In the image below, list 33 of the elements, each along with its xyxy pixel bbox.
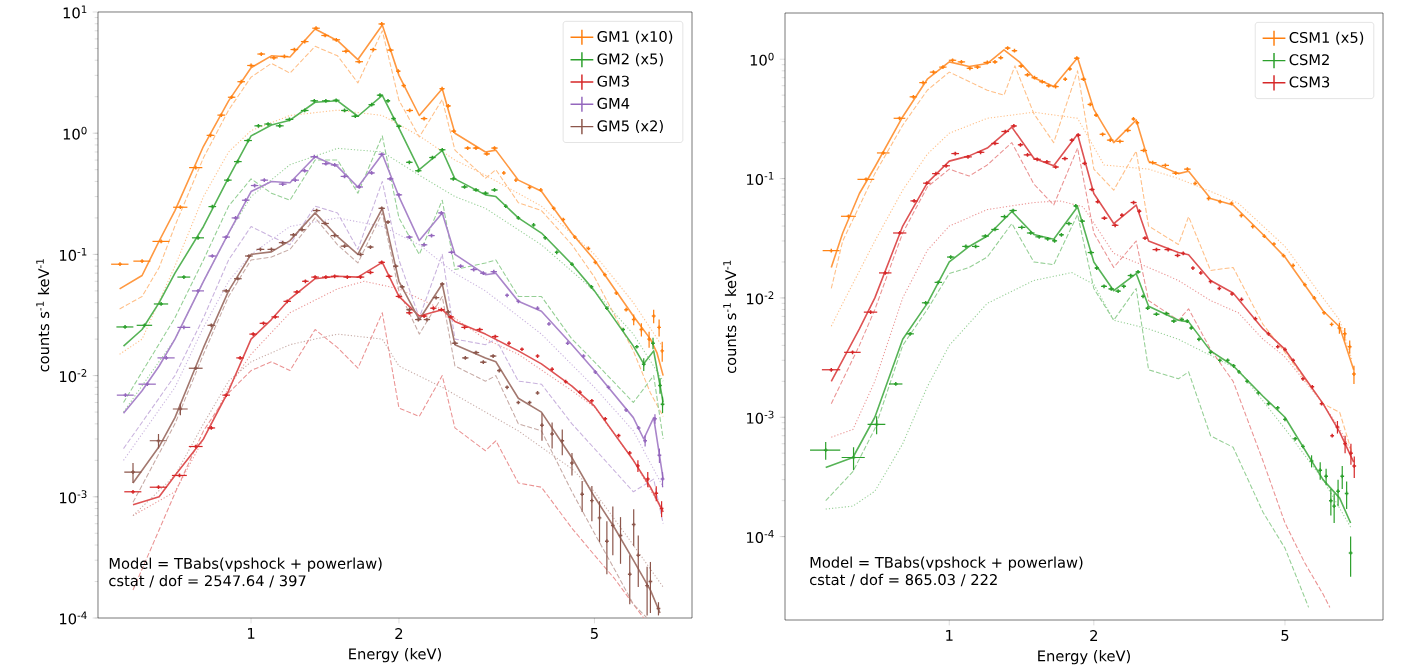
x-tick-label: 2 [1090,630,1098,641]
y-tick-label: 10$^{-1}$ [747,172,774,186]
y-tick-label: 10$^{-3}$ [747,410,774,424]
y-tick-label: 10$^{-2}$ [747,291,774,305]
x-tick-label: 1 [248,628,255,639]
legend-label: GM3 [597,75,629,87]
x-tick-label: 1 [946,630,953,641]
annotation: cstat / dof = 2547.64 / 397 [109,574,306,588]
y-tick-label: 10$^{-4}$ [747,530,774,544]
x-tick-label: 5 [590,628,598,639]
legend-label: CSM3 [1289,76,1330,88]
y-tick-label: 10$^{-2}$ [60,369,87,383]
legend-label: GM2 (x5) [597,53,663,67]
y-tick-label: 10$^{-1}$ [60,247,87,261]
legend-label: GM1 (x10) [597,30,673,44]
legend-label: GM4 [597,97,630,109]
annotation: Model = TBabs(vpshock + powerlaw) [810,556,1083,571]
x-tick-label: 5 [1281,630,1289,641]
annotation: Model = TBabs(vpshock + powerlaw) [109,557,382,572]
y-axis-title: counts s$^{-1}$ keV$^{-1}$ [723,260,737,374]
y-tick-label: 10$^{1}$ [63,5,87,19]
x-axis-title: Energy (keV) [1038,650,1130,665]
x-axis-title: Energy (keV) [349,648,441,663]
y-tick-label: 10$^{0}$ [750,52,774,66]
y-tick-label: 10$^{0}$ [63,126,87,140]
x-tick-label: 2 [395,628,403,639]
legend-label: CSM2 [1289,54,1329,66]
y-axis-title: counts s$^{-1}$ keV$^{-1}$ [36,259,50,372]
legend-label: CSM1 (x5) [1289,31,1364,45]
y-tick-label: 10$^{-3}$ [60,490,87,504]
y-tick-label: 10$^{-4}$ [60,611,87,625]
annotation: cstat / dof = 865.03 / 222 [810,573,997,587]
legend-label: GM5 (x2) [597,120,663,134]
